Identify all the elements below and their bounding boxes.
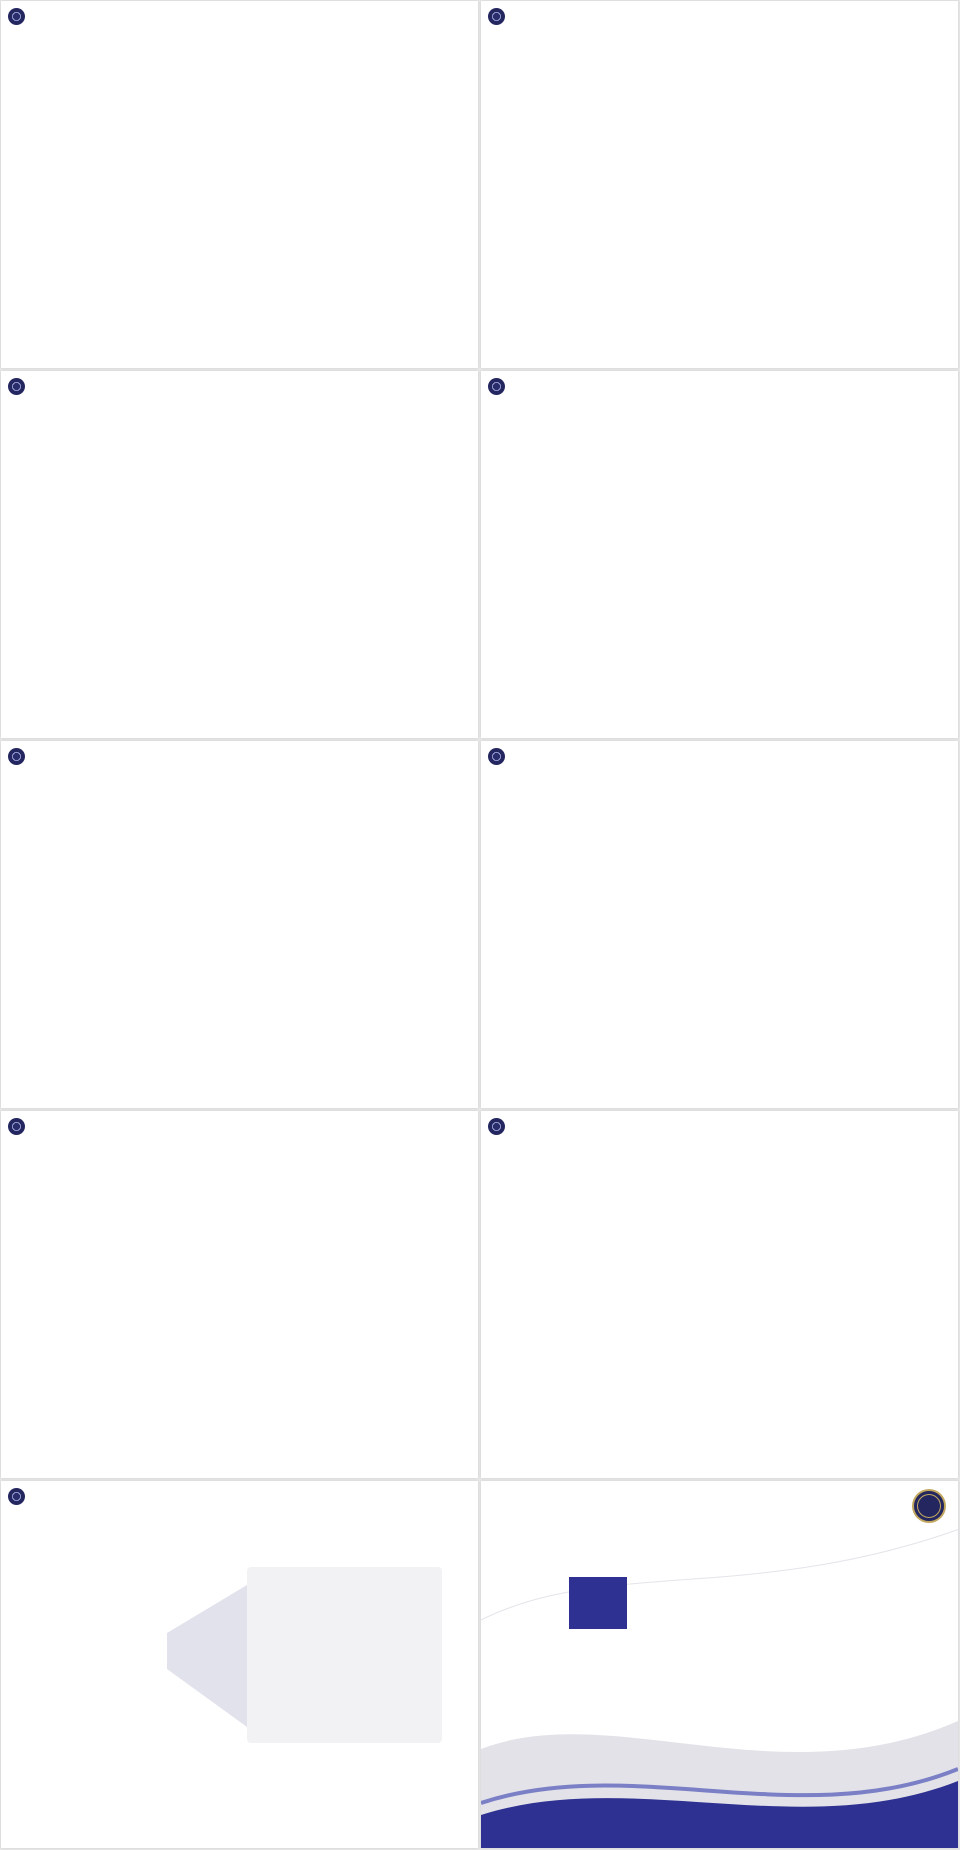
content-columns <box>45 55 460 193</box>
content-columns <box>513 827 944 1014</box>
slide-45 <box>481 371 958 738</box>
brand-logo-icon <box>8 748 25 765</box>
right-column <box>262 55 461 193</box>
line-chart-right <box>738 829 945 1014</box>
analysis-panel <box>247 1567 442 1743</box>
line-chart-left <box>513 829 720 1014</box>
slide-47 <box>481 741 958 1108</box>
brand-logo-icon <box>8 1118 25 1135</box>
content-columns <box>35 453 462 627</box>
comparison-bar-chart-left <box>45 55 244 183</box>
left-column <box>35 1187 233 1353</box>
horizontal-bar-chart <box>37 821 450 1067</box>
funnel-connector-shape <box>167 1585 247 1727</box>
donut-column-2 <box>657 1175 791 1297</box>
donut-column-1 <box>509 1175 643 1297</box>
donut-chart-2 <box>657 1177 791 1297</box>
left-column <box>35 453 238 627</box>
brand-logo-icon <box>488 8 505 25</box>
annual-sales-bar-chart <box>35 457 238 617</box>
text-blocks <box>767 53 942 255</box>
slide-51 <box>481 1481 958 1848</box>
pie-chart <box>35 1189 233 1353</box>
panel-bar-chart <box>257 1583 432 1705</box>
slide-46 <box>1 741 478 1108</box>
slide-footer <box>495 1833 505 1840</box>
donut-chart <box>45 1577 173 1705</box>
brand-logo-icon <box>488 748 505 765</box>
monthly-sales-line-chart <box>260 457 463 617</box>
brand-logo-icon <box>488 1118 505 1135</box>
content <box>509 53 942 255</box>
content-columns <box>509 1175 940 1297</box>
left-column <box>45 55 244 193</box>
right-column <box>260 453 463 627</box>
comparison-bar-chart-right <box>262 55 461 183</box>
content-columns <box>35 1187 454 1353</box>
swoosh-decoration <box>481 1528 958 1848</box>
right-column <box>738 827 945 1014</box>
conclusion-block <box>521 1383 928 1389</box>
slide-50 <box>1 1481 478 1848</box>
left-column <box>513 827 720 1014</box>
slide-44 <box>1 371 478 738</box>
donut-chart-3 <box>806 1177 940 1297</box>
slide-48 <box>1 1111 478 1478</box>
donut-column-3 <box>806 1175 940 1297</box>
brand-logo-icon <box>8 1488 25 1505</box>
brand-logo-icon <box>914 1491 944 1521</box>
chart-block <box>509 53 767 255</box>
donut-chart-1 <box>509 1177 643 1297</box>
yearly-grouped-bar-chart <box>501 443 946 699</box>
section-number <box>569 1577 627 1629</box>
brand-logo-icon <box>8 378 25 395</box>
slide-42 <box>1 1 478 368</box>
brand-logo-icon <box>8 8 25 25</box>
slide-43 <box>481 1 958 368</box>
donut-chart <box>257 1189 455 1353</box>
slide-49 <box>481 1111 958 1478</box>
brand-logo-icon <box>488 378 505 395</box>
right-column <box>257 1187 455 1353</box>
monthly-sales-bar-chart <box>509 57 767 245</box>
